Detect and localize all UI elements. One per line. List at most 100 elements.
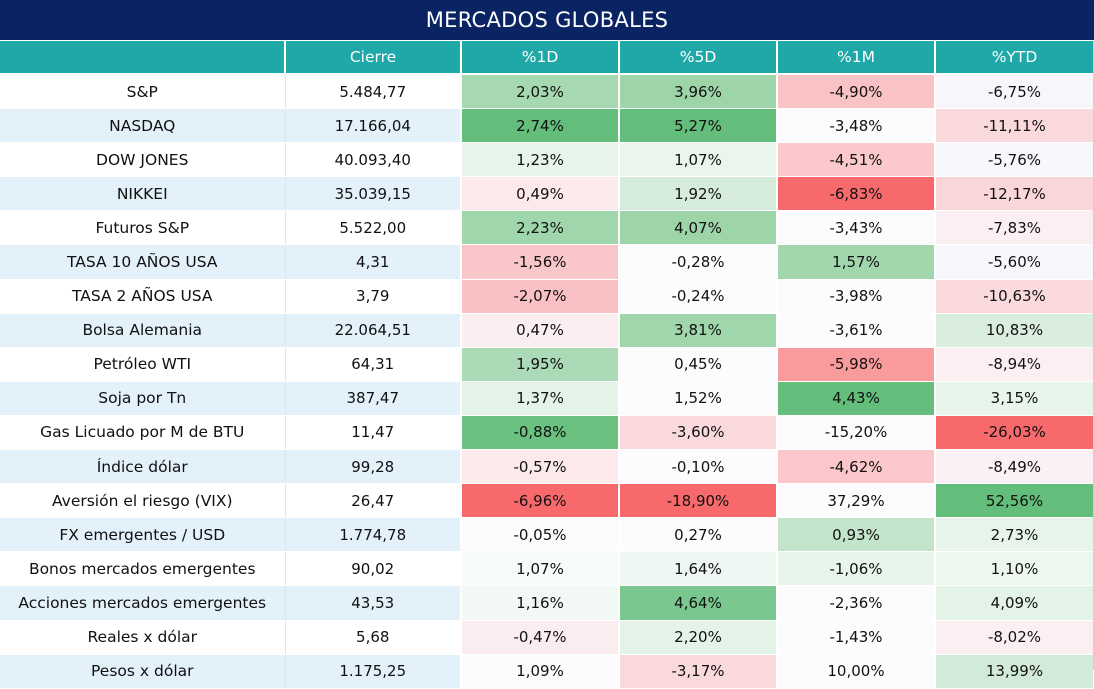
instrument-name: Soja por Tn: [0, 381, 286, 416]
header-name: [0, 41, 286, 75]
pct-d5-cell: 2,20%: [619, 620, 778, 655]
pct-d5-cell: -3,17%: [619, 654, 778, 689]
header-ytd: %YTD: [935, 41, 1094, 75]
instrument-name: Aversión el riesgo (VIX): [0, 483, 286, 519]
table-row: Aversión el riesgo (VIX) 26,47 -6,96% -18,9…: [0, 483, 1094, 519]
pct-ytd-cell: 1,10%: [935, 551, 1094, 587]
pct-m1-cell: 1,57%: [777, 244, 936, 280]
pct-ytd-cell: 13,99%: [935, 654, 1094, 689]
pct-d1-cell: 1,23%: [461, 142, 620, 178]
table-row: Futuros S&P 5.522,00 2,23% 4,07% -3,43% -7,83…: [0, 210, 1094, 246]
table-row: Pesos x dólar 1.175,25 1,09% -3,17% 10,00% 13…: [0, 654, 1094, 689]
instrument-name: Índice dólar: [0, 449, 286, 485]
instrument-name: NIKKEI: [0, 176, 286, 212]
pct-ytd-cell: -26,03%: [935, 415, 1094, 451]
pct-d1-cell: -0,05%: [461, 517, 620, 553]
instrument-name: S&P: [0, 74, 286, 110]
pct-d5-cell: -0,10%: [619, 449, 778, 485]
instrument-name: FX emergentes / USD: [0, 517, 286, 553]
close-value: 1.175,25: [285, 654, 462, 689]
table-body: S&P 5.484,77 2,03% 3,96% -4,90% -6,75% NASDAQ 1…: [0, 74, 1094, 689]
close-value: 17.166,04: [285, 108, 462, 144]
pct-d1-cell: -6,96%: [461, 483, 620, 519]
pct-m1-cell: -4,62%: [777, 449, 936, 485]
pct-d5-cell: 5,27%: [619, 108, 778, 144]
header-row: Cierre %1D %5D %1M %YTD: [0, 41, 1094, 75]
table-row: DOW JONES 40.093,40 1,23% 1,07% -4,51% -5,76%: [0, 142, 1094, 178]
header-1m: %1M: [777, 41, 936, 75]
pct-d5-cell: 4,64%: [619, 585, 778, 621]
pct-m1-cell: -15,20%: [777, 415, 936, 451]
table-row: TASA 10 AÑOS USA 4,31 -1,56% -0,28% 1,57% -5,…: [0, 244, 1094, 280]
close-value: 1.774,78: [285, 517, 462, 553]
pct-d1-cell: 0,47%: [461, 313, 620, 348]
pct-d5-cell: -18,90%: [619, 483, 778, 519]
pct-ytd-cell: -11,11%: [935, 108, 1094, 144]
pct-d5-cell: 3,81%: [619, 313, 778, 348]
close-value: 5.484,77: [285, 74, 462, 110]
pct-d1-cell: 2,03%: [461, 74, 620, 110]
pct-d1-cell: -0,57%: [461, 449, 620, 485]
close-value: 43,53: [285, 585, 462, 621]
pct-d5-cell: -0,24%: [619, 279, 778, 314]
close-value: 22.064,51: [285, 313, 462, 348]
pct-m1-cell: -3,48%: [777, 108, 936, 144]
close-value: 11,47: [285, 415, 462, 451]
table-row: Reales x dólar 5,68 -0,47% 2,20% -1,43% -8,02…: [0, 620, 1094, 655]
pct-m1-cell: -4,90%: [777, 74, 936, 110]
instrument-name: Bolsa Alemania: [0, 313, 286, 348]
table-row: Bonos mercados emergentes 90,02 1,07% 1,64%…: [0, 551, 1094, 587]
close-value: 387,47: [285, 381, 462, 416]
pct-ytd-cell: 52,56%: [935, 483, 1094, 519]
instrument-name: Futuros S&P: [0, 210, 286, 246]
pct-m1-cell: -3,61%: [777, 313, 936, 348]
pct-d5-cell: 3,96%: [619, 74, 778, 110]
instrument-name: NASDAQ: [0, 108, 286, 144]
instrument-name: Bonos mercados emergentes: [0, 551, 286, 587]
table-row: NASDAQ 17.166,04 2,74% 5,27% -3,48% -11,11%: [0, 108, 1094, 144]
pct-d5-cell: 1,92%: [619, 176, 778, 212]
close-value: 5.522,00: [285, 210, 462, 246]
pct-d1-cell: 0,49%: [461, 176, 620, 212]
instrument-name: Reales x dólar: [0, 620, 286, 655]
table-row: NIKKEI 35.039,15 0,49% 1,92% -6,83% -12,17%: [0, 176, 1094, 212]
pct-d1-cell: -0,88%: [461, 415, 620, 451]
pct-m1-cell: -3,43%: [777, 210, 936, 246]
pct-d5-cell: 0,45%: [619, 347, 778, 382]
close-value: 26,47: [285, 483, 462, 519]
table-row: TASA 2 AÑOS USA 3,79 -2,07% -0,24% -3,98% -10…: [0, 279, 1094, 314]
markets-table: Cierre %1D %5D %1M %YTD S&P 5.484,77 2,03%…: [0, 41, 1094, 689]
pct-d5-cell: 4,07%: [619, 210, 778, 246]
table-row: Bolsa Alemania 22.064,51 0,47% 3,81% -3,61% 1…: [0, 313, 1094, 348]
panel-title: MERCADOS GLOBALES: [0, 0, 1094, 41]
close-value: 35.039,15: [285, 176, 462, 212]
table-row: Índice dólar 99,28 -0,57% -0,10% -4,62% -8,49…: [0, 449, 1094, 485]
pct-ytd-cell: 10,83%: [935, 313, 1094, 348]
close-value: 64,31: [285, 347, 462, 382]
pct-m1-cell: -1,43%: [777, 620, 936, 655]
pct-d5-cell: 1,64%: [619, 551, 778, 587]
table-row: S&P 5.484,77 2,03% 3,96% -4,90% -6,75%: [0, 74, 1094, 110]
pct-m1-cell: 10,00%: [777, 654, 936, 689]
pct-d1-cell: 1,07%: [461, 551, 620, 587]
close-value: 5,68: [285, 620, 462, 655]
pct-d1-cell: 1,95%: [461, 347, 620, 382]
pct-m1-cell: -2,36%: [777, 585, 936, 621]
pct-d1-cell: -2,07%: [461, 279, 620, 314]
pct-ytd-cell: -7,83%: [935, 210, 1094, 246]
pct-m1-cell: -3,98%: [777, 279, 936, 314]
instrument-name: Pesos x dólar: [0, 654, 286, 689]
pct-ytd-cell: 4,09%: [935, 585, 1094, 621]
pct-d5-cell: 1,07%: [619, 142, 778, 178]
pct-m1-cell: 37,29%: [777, 483, 936, 519]
instrument-name: TASA 10 AÑOS USA: [0, 244, 286, 280]
pct-ytd-cell: -8,94%: [935, 347, 1094, 382]
pct-d1-cell: -0,47%: [461, 620, 620, 655]
table-row: Acciones mercados emergentes 43,53 1,16% 4,…: [0, 585, 1094, 621]
pct-m1-cell: -6,83%: [777, 176, 936, 212]
instrument-name: Petróleo WTI: [0, 347, 286, 382]
close-value: 3,79: [285, 279, 462, 314]
pct-ytd-cell: -5,76%: [935, 142, 1094, 178]
pct-m1-cell: 4,43%: [777, 381, 936, 416]
